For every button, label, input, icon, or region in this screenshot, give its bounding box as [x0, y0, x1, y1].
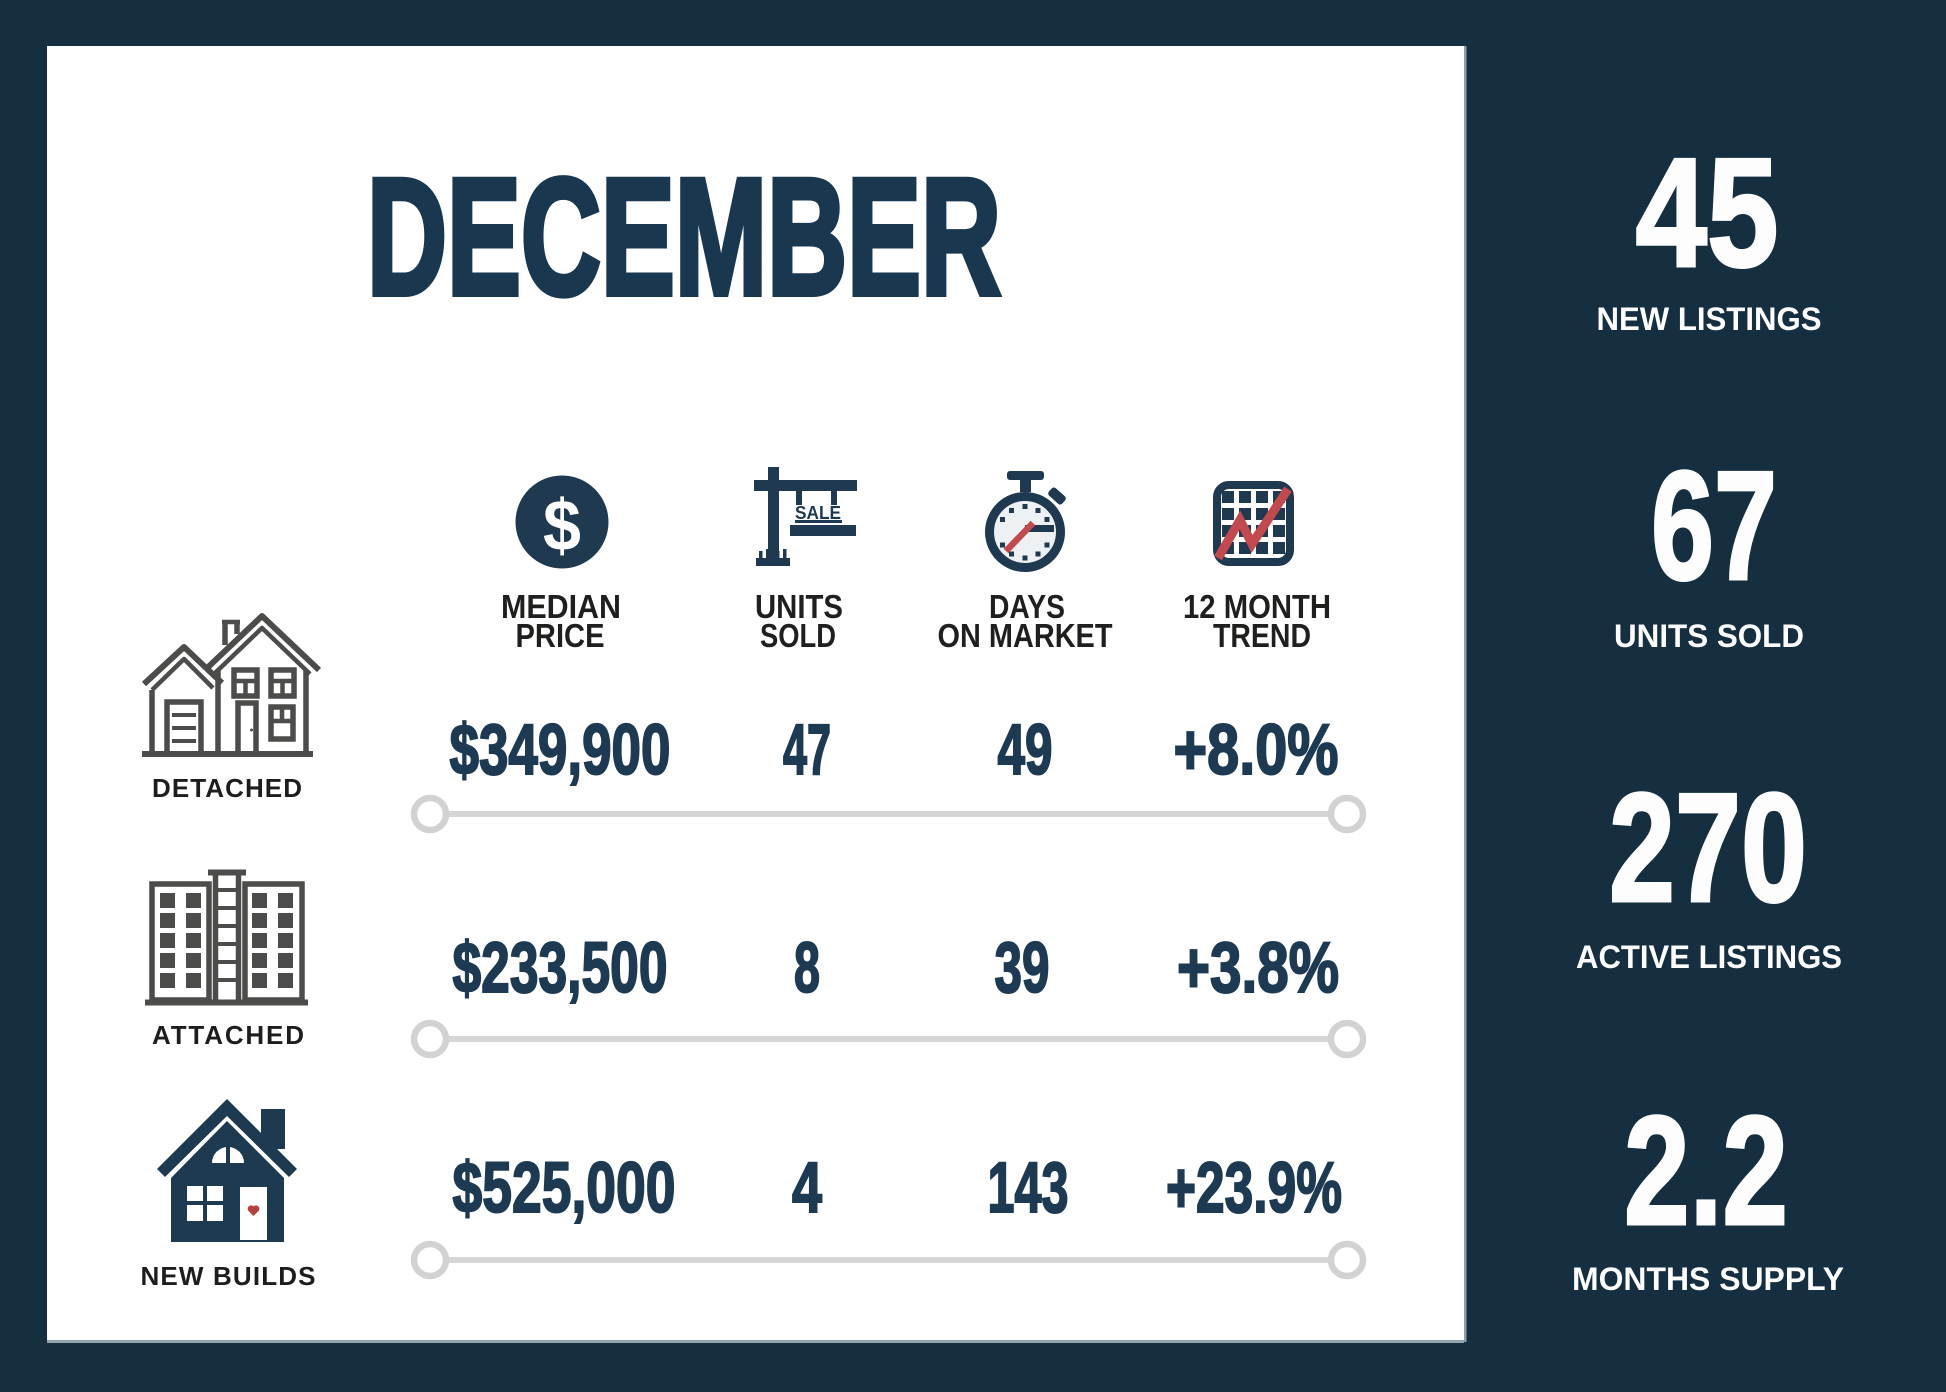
svg-text:45: 45	[1636, 126, 1779, 299]
svg-text:4: 4	[792, 1149, 822, 1228]
svg-text:UNITS SOLD: UNITS SOLD	[1614, 618, 1804, 654]
svg-text:SOLD: SOLD	[760, 618, 836, 655]
svg-text:ATTACHED: ATTACHED	[152, 1020, 304, 1050]
svg-text:DECEMBER: DECEMBER	[367, 145, 1001, 330]
svg-text:DETACHED: DETACHED	[152, 773, 302, 803]
svg-text:NEW LISTINGS: NEW LISTINGS	[1597, 301, 1822, 337]
svg-text:UNITS: UNITS	[755, 589, 843, 626]
svg-text:12 MONTH: 12 MONTH	[1183, 589, 1331, 626]
svg-text:PRICE: PRICE	[516, 618, 605, 655]
svg-text:SALE: SALE	[795, 503, 841, 523]
svg-text:NEW BUILDS: NEW BUILDS	[141, 1261, 316, 1291]
svg-text:47: 47	[783, 711, 831, 790]
svg-text:DAYS: DAYS	[989, 589, 1065, 626]
svg-text:270: 270	[1609, 761, 1807, 934]
svg-text:143: 143	[988, 1149, 1069, 1228]
svg-text:$349,900: $349,900	[450, 711, 671, 790]
svg-text:+23.9%: +23.9%	[1166, 1149, 1342, 1228]
svg-text:MONTHS SUPPLY: MONTHS SUPPLY	[1572, 1261, 1844, 1297]
svg-text:67: 67	[1651, 439, 1777, 612]
svg-text:$233,500: $233,500	[453, 929, 668, 1008]
svg-text:ON MARKET: ON MARKET	[938, 618, 1113, 655]
svg-text:ACTIVE LISTINGS: ACTIVE LISTINGS	[1576, 939, 1842, 975]
svg-text:TREND: TREND	[1213, 618, 1311, 655]
svg-text:2.2: 2.2	[1624, 1084, 1788, 1257]
svg-text:8: 8	[794, 929, 820, 1008]
svg-text:39: 39	[995, 929, 1050, 1008]
svg-text:$: $	[543, 486, 581, 566]
svg-text:+8.0%: +8.0%	[1174, 711, 1339, 790]
svg-text:MEDIAN: MEDIAN	[501, 589, 621, 626]
svg-text:+3.8%: +3.8%	[1177, 929, 1339, 1008]
svg-text:$525,000: $525,000	[453, 1149, 676, 1228]
svg-text:49: 49	[998, 711, 1053, 790]
